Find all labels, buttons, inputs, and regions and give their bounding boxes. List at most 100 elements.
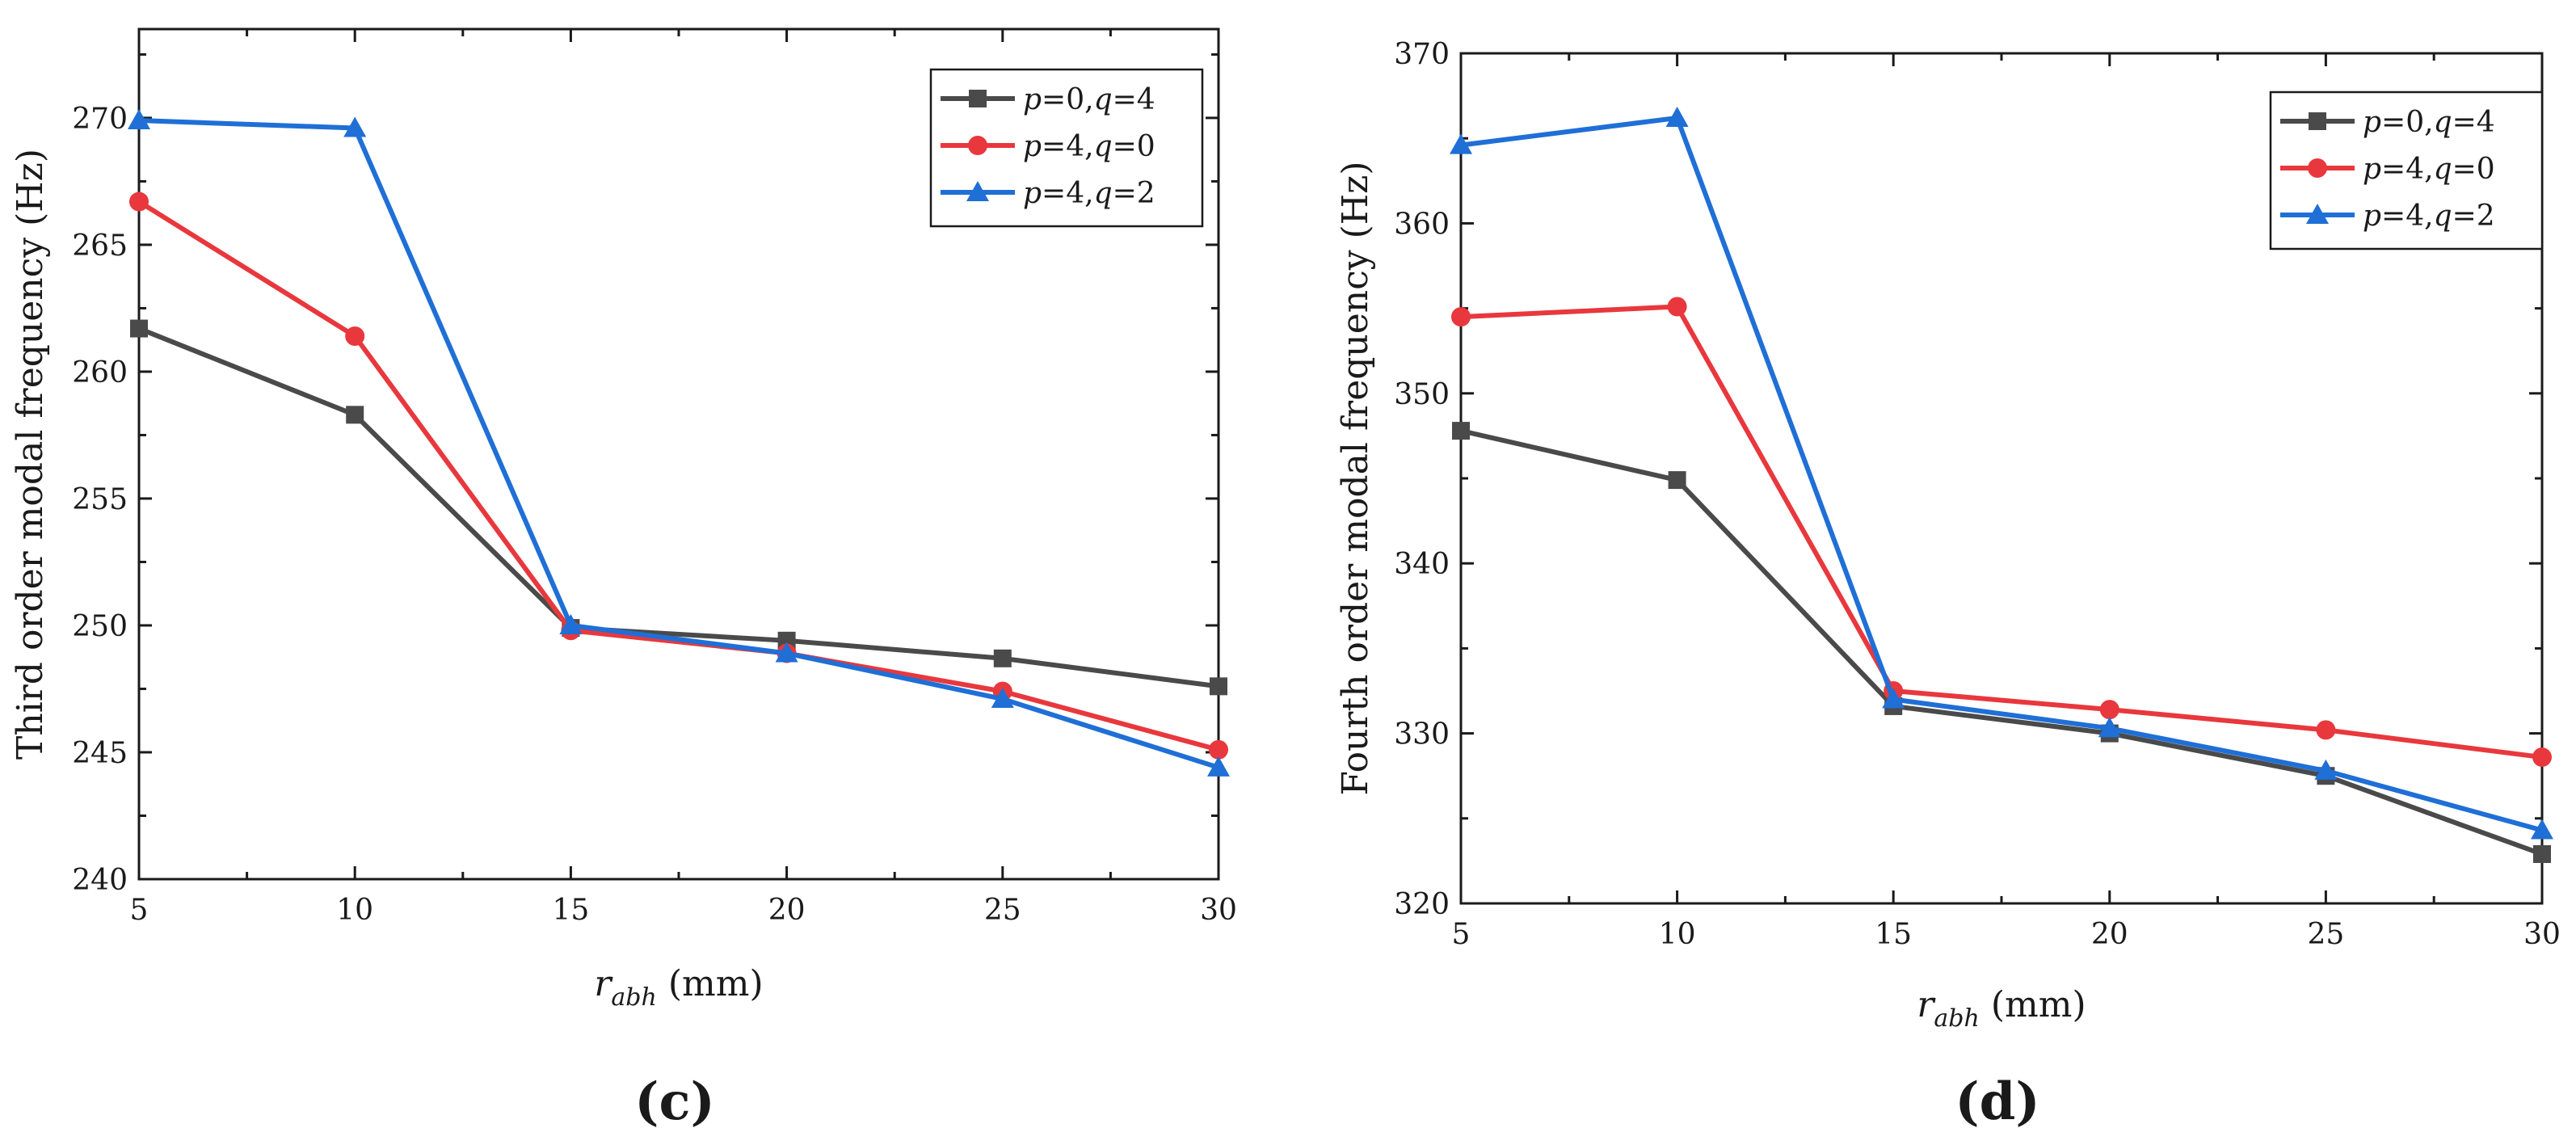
legend-q: q [2434,200,2452,233]
data-point [1665,106,1689,127]
legend-label: p=4,q=2 [1023,177,1155,210]
legend-q-value: =0 [1113,130,1155,163]
data-point [991,688,1014,709]
legend-q-value: =4 [1113,83,1155,116]
x-tick-label: 30 [2523,918,2561,951]
y-tick-label: 260 [72,356,128,389]
data-point [1451,307,1471,327]
x-axis-title: rabh (mm) [1917,984,2086,1033]
data-point [346,406,364,424]
legend-p-value: =4, [2381,153,2434,186]
legend-label: p=4,q=0 [2363,153,2495,186]
y-tick-label: 255 [72,483,128,516]
legend-p-value: =4, [1042,177,1094,210]
x-tick-label: 15 [552,894,589,927]
data-point [775,642,798,663]
x-axis-subscript: abh [1934,1004,1979,1033]
data-point [559,613,583,634]
series-square [1452,422,2551,863]
legend-q-value: =2 [2452,200,2495,233]
data-point [129,192,149,212]
data-point [1668,471,1686,490]
data-point [1452,422,1470,440]
legend-p: p [2363,106,2381,139]
data-point [1209,739,1228,760]
y-tick-label: 340 [1394,548,1450,581]
series-circle [129,192,1228,760]
chart-panel-0: 5 10 15 20 25 30 240 245 250 255 260 265 270 Third or… [10,27,1237,1132]
series-triangle [128,109,1230,777]
data-point [2098,717,2121,738]
data-point [128,109,150,130]
data-point [343,116,367,137]
legend-p: p [1023,177,1042,210]
data-point [2533,844,2551,863]
legend-q-value: =4 [2452,106,2495,139]
series-line [138,118,1219,770]
y-tick-label: 320 [1394,888,1450,921]
panel-label: (c) [634,1071,715,1132]
legend-marker [968,136,987,155]
x-axis-unit: (mm) [1980,984,2086,1025]
legend-p-value: =4, [2381,200,2434,233]
data-point [1882,688,1905,709]
y-tick-label: 360 [1394,208,1450,241]
data-point [2099,700,2119,720]
legend-marker [2308,158,2327,178]
x-tick-label: 20 [2091,918,2128,951]
legend-q: q [2434,153,2452,186]
data-point [345,326,365,346]
legend-q: q [2434,106,2452,139]
legend: p=0,q=4p=4,q=0p=4,q=2 [929,68,1204,228]
series-line [1460,304,2543,760]
series-triangle [1450,106,2553,840]
series-line [1460,428,2544,857]
x-tick-label: 25 [2307,918,2344,951]
legend-label: p=4,q=0 [1023,130,1155,163]
legend-q: q [1094,83,1113,116]
series-line [137,199,1219,752]
x-tick-label: 30 [1200,894,1237,927]
legend-p: p [1023,83,1042,116]
y-tick-label: 350 [1394,378,1450,411]
data-point [130,319,148,338]
x-axis-symbol: r [594,963,613,1004]
series-line [1460,115,2543,833]
data-point [993,649,1012,667]
data-point [2316,720,2336,740]
data-point [1667,297,1687,317]
x-tick-label: 20 [768,894,806,927]
x-axis-subscript: abh [611,983,656,1012]
data-point [1207,756,1230,777]
legend-marker [969,90,987,107]
y-tick-label: 265 [72,229,128,263]
series-line [137,326,1219,689]
legend-p-value: =0, [2381,106,2434,139]
legend-marker [2306,204,2329,224]
x-tick-label: 25 [984,894,1021,927]
data-point [2531,819,2553,840]
data-point [1210,677,1227,696]
legend-q-value: =0 [2452,153,2495,186]
data-point [1450,133,1472,154]
legend-q-value: =2 [1113,177,1155,210]
x-tick-label: 5 [130,894,149,927]
legend-marker [966,181,989,201]
legend: p=0,q=4p=4,q=0p=4,q=2 [2269,91,2544,250]
x-tick-label: 5 [1452,918,1471,951]
legend-p-value: =0, [1042,83,1094,116]
legend-label: p=4,q=2 [2363,200,2495,233]
x-axis-symbol: r [1917,984,1936,1025]
legend-q: q [1094,130,1113,163]
y-axis-title: Third order modal frequency (Hz) [10,149,51,760]
legend-p: p [1023,130,1042,163]
y-tick-label: 245 [72,737,128,770]
legend-p: p [2363,200,2381,233]
legend-p: p [2363,153,2381,186]
chart-panel-1: 5 10 15 20 25 30 320 330 340 350 360 370 Fourth orde… [1335,38,2561,1132]
legend-label: p=0,q=4 [2363,106,2495,139]
x-axis-unit: (mm) [657,963,764,1004]
legend-p-value: =4, [1042,130,1094,163]
y-tick-label: 240 [72,864,128,897]
